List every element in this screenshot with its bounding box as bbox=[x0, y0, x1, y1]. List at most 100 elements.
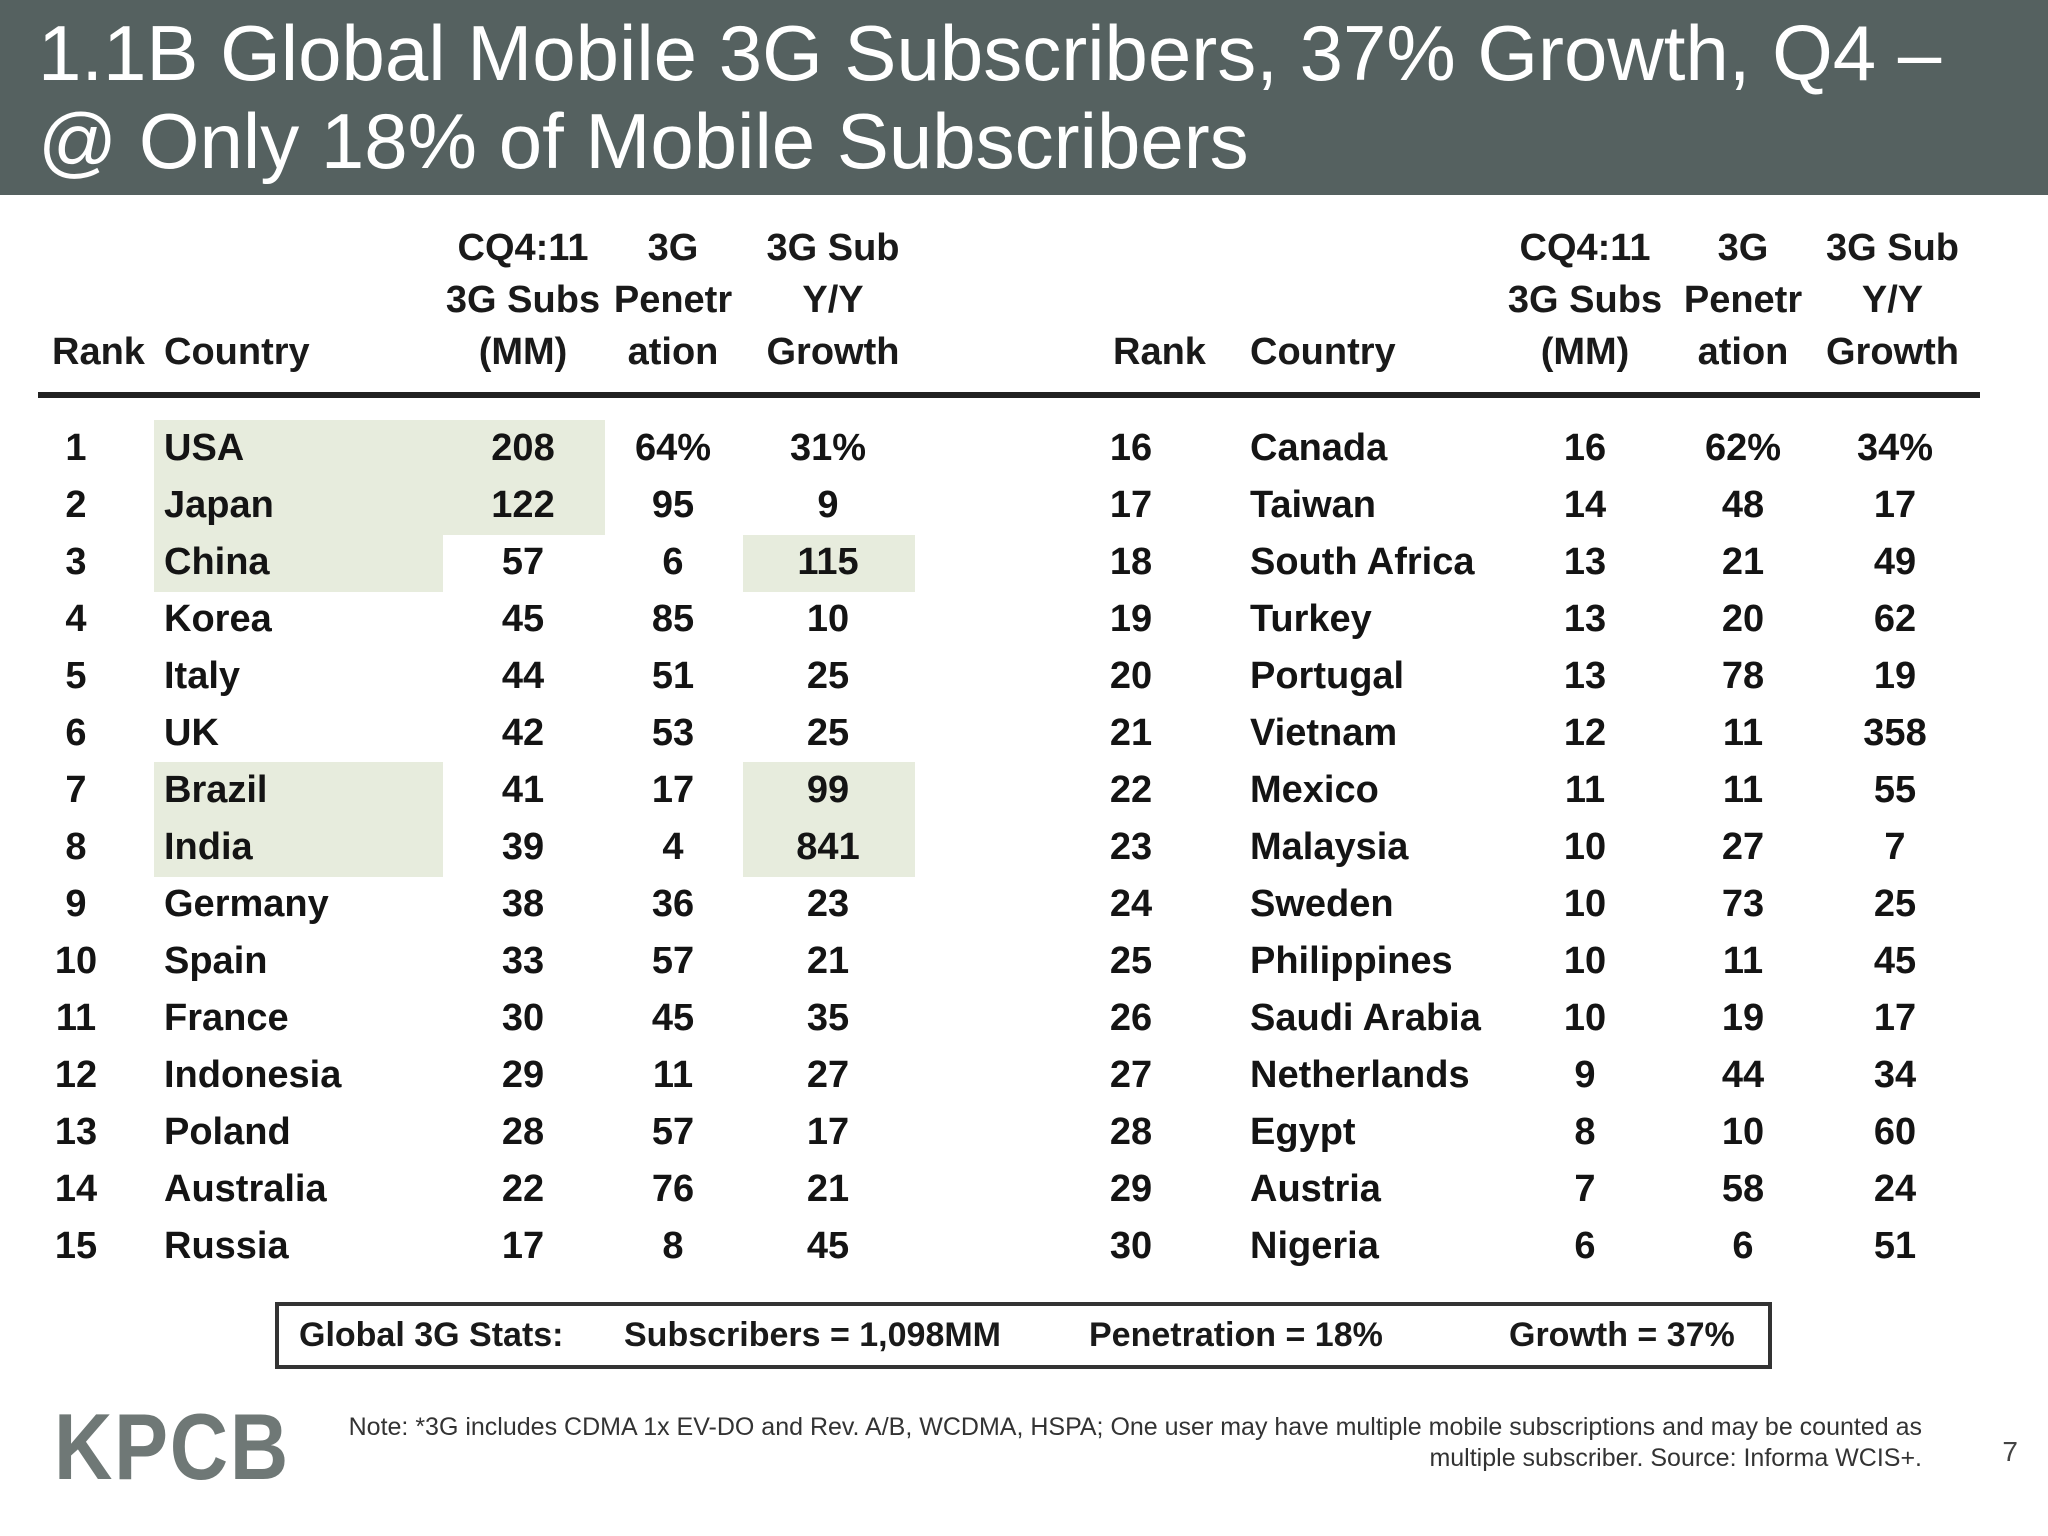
subs-cell: 17 bbox=[501, 1225, 545, 1267]
table-row: 28 Egypt 8 10 60 bbox=[1100, 1104, 1980, 1161]
penetration-cell: 73 bbox=[1721, 883, 1765, 925]
country-cell: Russia bbox=[164, 1225, 289, 1267]
penetration-cell: 6 bbox=[662, 541, 684, 583]
subs-cell: 13 bbox=[1563, 598, 1607, 640]
table-row: 7 Brazil 41 17 99 bbox=[38, 762, 988, 819]
table-row: 2 Japan 122 95 9 bbox=[38, 477, 988, 534]
country-cell: Mexico bbox=[1250, 769, 1379, 811]
growth-cell: 45 bbox=[806, 1225, 850, 1267]
subs-cell: 30 bbox=[501, 997, 545, 1039]
growth-cell: 34% bbox=[1856, 427, 1934, 469]
growth-cell: 7 bbox=[1884, 826, 1906, 868]
highlight-brazil-india bbox=[154, 762, 443, 877]
rank-cell: 27 bbox=[1109, 1054, 1153, 1096]
growth-cell: 17 bbox=[1873, 997, 1917, 1039]
subs-cell: 16 bbox=[1563, 427, 1607, 469]
penetration-cell: 51 bbox=[651, 655, 695, 697]
rank-cell: 21 bbox=[1109, 712, 1153, 754]
country-cell: Spain bbox=[164, 940, 268, 982]
penetration-cell: 78 bbox=[1721, 655, 1765, 697]
subs-cell: 33 bbox=[501, 940, 545, 982]
global-stats-box: Global 3G Stats: Subscribers = 1,098MM P… bbox=[275, 1302, 1772, 1369]
growth-cell: 45 bbox=[1873, 940, 1917, 982]
subs-cell: 41 bbox=[501, 769, 545, 811]
highlight-usa-japan bbox=[154, 420, 443, 592]
growth-cell: 25 bbox=[806, 655, 850, 697]
header-rank-right: Rank bbox=[1113, 331, 1206, 373]
growth-cell: 17 bbox=[1873, 484, 1917, 526]
rank-cell: 30 bbox=[1109, 1225, 1153, 1267]
growth-cell: 51 bbox=[1873, 1225, 1917, 1267]
country-cell: Austria bbox=[1250, 1168, 1381, 1210]
country-cell: Portugal bbox=[1250, 655, 1405, 697]
growth-cell: 55 bbox=[1873, 769, 1917, 811]
country-cell: Australia bbox=[164, 1168, 327, 1210]
table-row: 12 Indonesia 29 11 27 bbox=[38, 1047, 988, 1104]
country-cell: Brazil bbox=[164, 769, 268, 811]
country-cell: Germany bbox=[164, 883, 329, 925]
growth-cell: 31% bbox=[789, 427, 867, 469]
country-cell: Canada bbox=[1250, 427, 1388, 469]
growth-cell: 115 bbox=[797, 541, 859, 583]
global-stats-subscribers: Subscribers = 1,098MM bbox=[624, 1316, 1002, 1354]
kpcb-logo: KPCB bbox=[54, 1394, 290, 1499]
country-cell: Turkey bbox=[1250, 598, 1372, 640]
penetration-cell: 76 bbox=[651, 1168, 695, 1210]
penetration-cell: 95 bbox=[651, 484, 695, 526]
rank-cell: 25 bbox=[1109, 940, 1153, 982]
global-stats-label: Global 3G Stats: bbox=[299, 1316, 564, 1354]
left-table: Rank Country CQ4:11 3G Subs (MM) 3G Pene… bbox=[38, 222, 988, 1277]
subs-cell: 8 bbox=[1574, 1111, 1596, 1153]
footnote-line-2: multiple subscriber. Source: Informa WCI… bbox=[1429, 1444, 1922, 1472]
subs-cell: 10 bbox=[1563, 940, 1607, 982]
growth-cell: 25 bbox=[1873, 883, 1917, 925]
country-cell: Vietnam bbox=[1250, 712, 1398, 754]
subs-cell: 42 bbox=[501, 712, 545, 754]
rank-cell: 11 bbox=[55, 997, 97, 1039]
country-cell: South Africa bbox=[1250, 541, 1475, 583]
country-cell: Indonesia bbox=[164, 1054, 342, 1096]
subs-cell: 7 bbox=[1574, 1168, 1596, 1210]
footnote-line-1: Note: *3G includes CDMA 1x EV-DO and Rev… bbox=[348, 1413, 1922, 1441]
growth-cell: 23 bbox=[806, 883, 850, 925]
penetration-cell: 57 bbox=[651, 1111, 695, 1153]
penetration-cell: 62% bbox=[1704, 427, 1782, 469]
table-row: 16 Canada 16 62% 34% bbox=[1100, 420, 1980, 477]
header-rule-right bbox=[988, 392, 1980, 398]
table-row: 24 Sweden 10 73 25 bbox=[1100, 876, 1980, 933]
rank-cell: 18 bbox=[1109, 541, 1153, 583]
penetration-cell: 4 bbox=[662, 826, 684, 868]
subs-cell: 122 bbox=[491, 484, 555, 526]
subs-cell: 6 bbox=[1574, 1225, 1596, 1267]
rank-cell: 16 bbox=[1109, 427, 1153, 469]
rank-cell: 26 bbox=[1109, 997, 1153, 1039]
country-cell: Malaysia bbox=[1250, 826, 1409, 868]
table-row: 3 China 57 6 115 bbox=[38, 534, 988, 591]
penetration-cell: 8 bbox=[662, 1225, 684, 1267]
table-row: 14 Australia 22 76 21 bbox=[38, 1161, 988, 1218]
penetration-cell: 6 bbox=[1732, 1225, 1754, 1267]
rank-cell: 13 bbox=[54, 1111, 98, 1153]
table-row: 26 Saudi Arabia 10 19 17 bbox=[1100, 990, 1980, 1047]
table-row: 10 Spain 33 57 21 bbox=[38, 933, 988, 990]
table-row: 8 India 39 4 841 bbox=[38, 819, 988, 876]
header-growth-right: 3G Sub Y/Y Growth bbox=[1825, 227, 1960, 373]
rank-cell: 23 bbox=[1109, 826, 1153, 868]
penetration-cell: 45 bbox=[651, 997, 695, 1039]
penetration-cell: 53 bbox=[651, 712, 695, 754]
subs-cell: 57 bbox=[501, 541, 545, 583]
table-row: 5 Italy 44 51 25 bbox=[38, 648, 988, 705]
country-cell: France bbox=[164, 997, 289, 1039]
country-cell: Saudi Arabia bbox=[1250, 997, 1481, 1039]
subs-cell: 13 bbox=[1563, 655, 1607, 697]
penetration-cell: 20 bbox=[1721, 598, 1765, 640]
country-cell: Netherlands bbox=[1250, 1054, 1470, 1096]
subs-cell: 14 bbox=[1563, 484, 1607, 526]
penetration-cell: 27 bbox=[1721, 826, 1765, 868]
growth-cell: 27 bbox=[806, 1054, 850, 1096]
growth-cell: 35 bbox=[806, 997, 850, 1039]
penetration-cell: 19 bbox=[1721, 997, 1765, 1039]
growth-cell: 62 bbox=[1873, 598, 1917, 640]
country-cell: Italy bbox=[164, 655, 241, 697]
header-subs-right: CQ4:11 3G Subs (MM) bbox=[1507, 227, 1663, 373]
